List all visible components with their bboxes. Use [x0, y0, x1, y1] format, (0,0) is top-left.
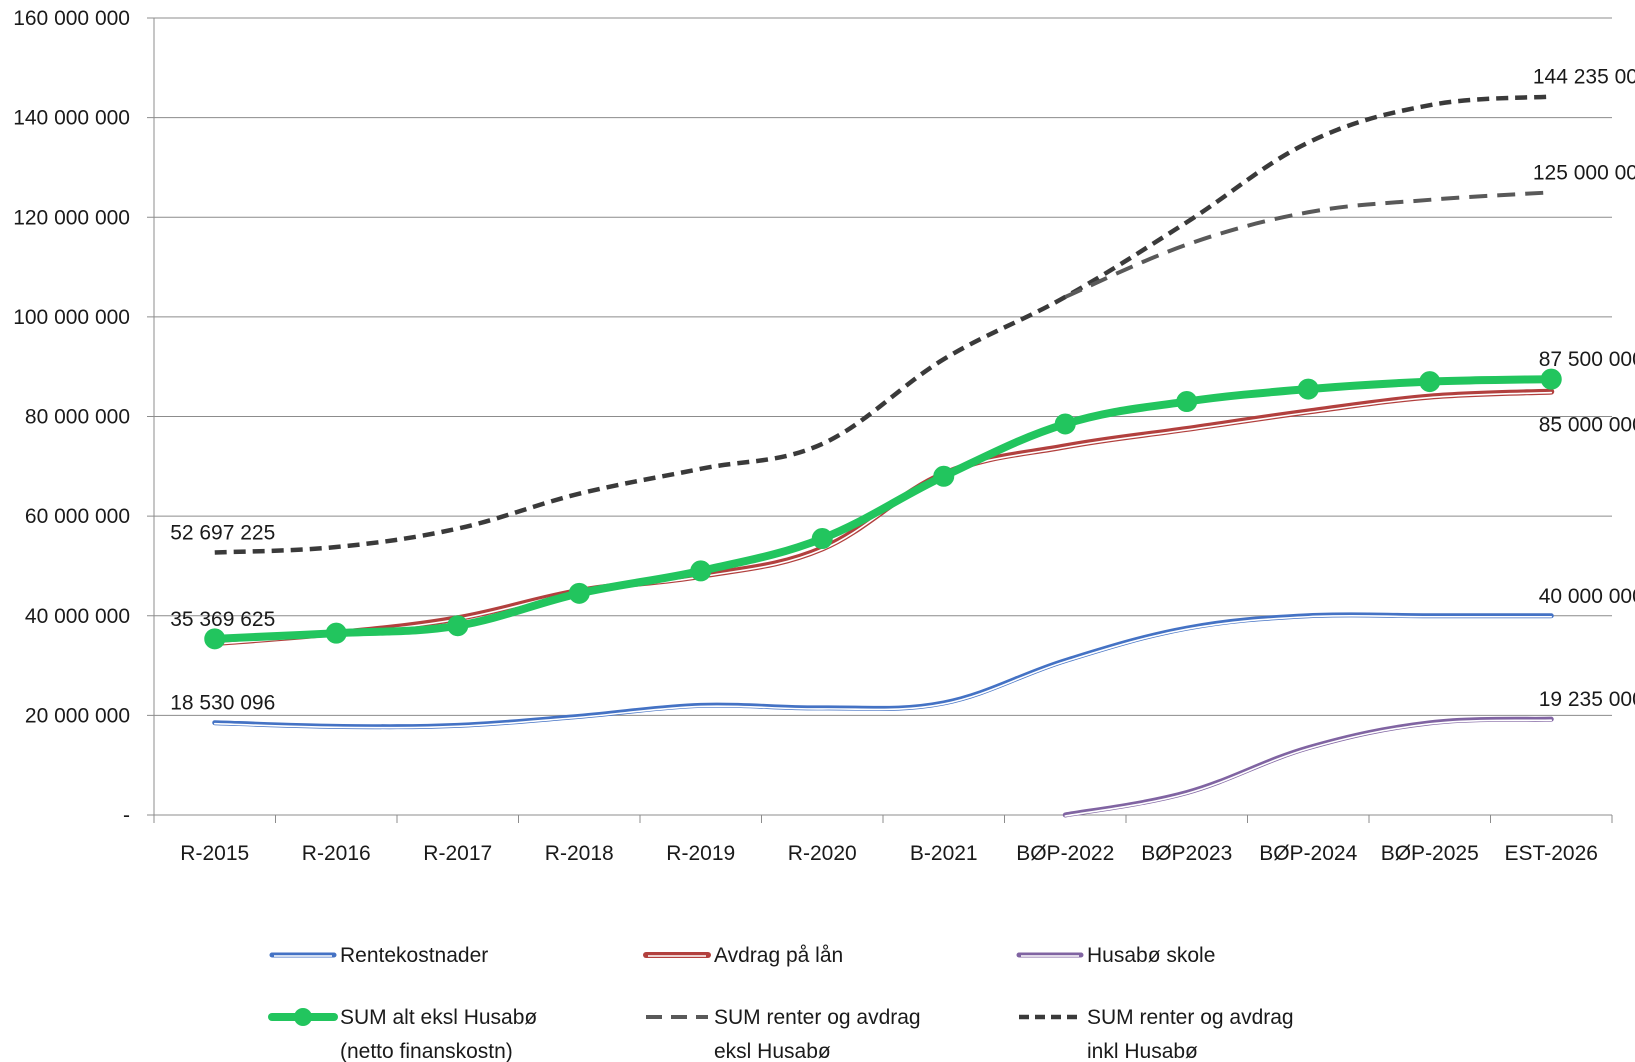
x-tick-label: BØP2023: [1141, 842, 1232, 865]
legend-label: Rentekostnader: [340, 944, 488, 967]
y-tick-label: 80 000 000: [25, 406, 130, 429]
legend-label: SUM renter og avdrag: [714, 1006, 921, 1029]
y-tick-label: -: [123, 804, 130, 827]
series-line-highlight-avdrag-p-l-n: [213, 391, 1553, 645]
data-label: 144 235 000: [1533, 66, 1635, 89]
y-tick-label: 20 000 000: [25, 704, 130, 727]
axes: [147, 17, 1613, 823]
series-marker: [1419, 371, 1441, 393]
y-tick-label: 120 000 000: [13, 206, 130, 229]
legend-label: Husabø skole: [1087, 944, 1215, 967]
x-tick-label: BØP-2022: [1016, 842, 1114, 865]
x-tick-label: R-2020: [788, 842, 857, 865]
y-tick-label: 140 000 000: [13, 107, 130, 130]
legend-label: eksl Husabø: [714, 1040, 831, 1062]
series-marker: [811, 528, 833, 550]
y-tick-label: 160 000 000: [13, 7, 130, 30]
series-marker: [1297, 378, 1319, 400]
data-label: 18 530 096: [170, 692, 275, 715]
series-lines: [210, 94, 1556, 818]
data-label: 19 235 000: [1539, 688, 1635, 711]
series-marker: [325, 622, 347, 644]
series-marker: [1540, 368, 1562, 390]
series-line-sum-renter-og-avdrag-inkl-husab: [214, 94, 1552, 555]
x-tick-label: R-2016: [302, 842, 371, 865]
x-tick-label: B-2021: [910, 842, 978, 865]
legend-label: inkl Husabø: [1087, 1040, 1198, 1062]
legend-item-sum-renter-og-avdrag-eksl-husab: SUM renter og avdrag eksl Husabø: [646, 1006, 921, 1062]
data-label: 40 000 000: [1539, 585, 1635, 608]
series-marker: [690, 560, 712, 582]
legend-item-husab-skole: Husabø skole: [1016, 944, 1215, 967]
legend-label: SUM renter og avdrag: [1087, 1006, 1294, 1029]
series-marker: [204, 628, 226, 650]
data-labels: 52 697 225 35 369 625 18 530 096 144 235 00…: [170, 66, 1635, 715]
legend-label: SUM alt eksl Husabø: [340, 1006, 537, 1029]
y-tick-label: 100 000 000: [13, 306, 130, 329]
series-marker: [568, 582, 590, 604]
series-line-rentekostnader: [212, 612, 1554, 730]
series-marker: [933, 465, 955, 487]
data-label: 35 369 625: [170, 608, 275, 631]
x-tick-label: BØP-2025: [1381, 842, 1479, 865]
x-tick-label: R-2019: [666, 842, 735, 865]
data-label: 87 500 000: [1539, 348, 1635, 371]
x-tick-label: EST-2026: [1505, 842, 1598, 865]
series-marker: [1176, 391, 1198, 413]
series-line-husab-skole: [1062, 716, 1554, 818]
series-line-highlight-rentekostnader: [213, 614, 1553, 729]
series-line-sum-alt-eksl-husab-netto-finanskostn: [210, 375, 1556, 643]
y-axis-ticks: - 20 000 000 40 000 000 60 000 000 80 000 00…: [13, 7, 130, 827]
legend-item-sum-renter-og-avdrag-inkl-husab: SUM renter og avdrag inkl Husabø: [1019, 1006, 1294, 1062]
legend-item-sum-alt-eksl-husab-netto-finanskostn: SUM alt eksl Husabø (netto finanskostn): [268, 1006, 537, 1062]
series-line-sum-renter-og-avdrag-eksl-husab: [1064, 190, 1552, 299]
legend-label: Avdrag på lån: [714, 944, 843, 967]
legend-item-rentekostnader: Rentekostnader: [269, 944, 488, 967]
data-label: 52 697 225: [170, 522, 275, 545]
data-label: 125 000 000: [1533, 161, 1635, 184]
series-line-avdrag-p-l-n: [211, 388, 1555, 647]
series-line-highlight-husab-skole: [1064, 719, 1553, 817]
series-markers: [204, 368, 1562, 650]
y-tick-label: 40 000 000: [25, 605, 130, 628]
gridlines: [154, 17, 1612, 716]
x-tick-label: BØP-2024: [1259, 842, 1357, 865]
series-marker: [447, 615, 469, 637]
legend-marker: [294, 1008, 312, 1026]
legend-label: (netto finanskostn): [340, 1040, 513, 1062]
x-tick-label: R-2015: [180, 842, 249, 865]
series-marker: [1054, 413, 1076, 435]
legend-item-avdrag-p-l-n: Avdrag på lån: [643, 944, 843, 967]
legend: Rentekostnader Avdrag på lån Husabø skole S…: [268, 944, 1294, 1062]
x-tick-label: R-2018: [545, 842, 614, 865]
y-tick-label: 60 000 000: [25, 505, 130, 528]
x-tick-label: R-2017: [423, 842, 492, 865]
x-axis-ticks: R-2015 R-2016 R-2017 R-2018 R-2019 R-2020 B-20…: [180, 842, 1598, 865]
data-label: 85 000 000: [1539, 414, 1635, 437]
